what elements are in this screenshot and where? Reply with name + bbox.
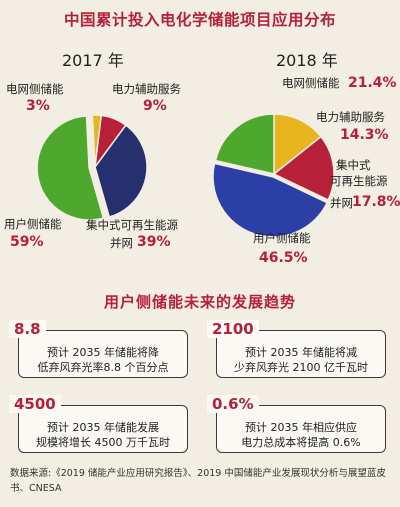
- pct-2017-grid: 3%: [26, 98, 50, 114]
- trend-line-2: 规模将增长 4500 万千瓦时: [36, 436, 170, 449]
- label-2017-user: 用户侧储能: [4, 217, 62, 231]
- label-2018-aux: 电力辅助服务: [316, 110, 385, 124]
- trend-text: 预计 2035 年储能将降 低弃风弃光率8.8 个百分点: [25, 345, 181, 375]
- pie-chart-2018: [212, 113, 335, 238]
- trend-line-1: 预计 2035 年储能将降: [47, 346, 159, 359]
- trend-line-1: 预计 2035 年储能发展: [47, 421, 159, 434]
- trend-value: 2100: [207, 320, 259, 338]
- trend-value: 8.8: [9, 320, 46, 338]
- trend-line-2: 低弃风弃光率8.8 个百分点: [37, 361, 169, 374]
- pie-slice-电网侧储能: [214, 113, 275, 175]
- trend-text: 预计 2035 年相应供应 电力总成本将提高 0.6%: [223, 420, 379, 450]
- pie-slice-集中式可再生能源并网: [94, 124, 148, 218]
- page-title: 中国累计投入电化学储能项目应用分布: [63, 11, 336, 29]
- label-2018-renew-3: 并网: [330, 196, 353, 210]
- pct-2017-aux: 9%: [143, 98, 167, 114]
- trend-text: 预计 2035 年储能发展 规模将增长 4500 万千瓦时: [25, 420, 181, 450]
- pct-2018-renew: 17.8%: [352, 194, 400, 210]
- section-subtitle: 用户侧储能未来的发展趋势: [103, 293, 296, 311]
- pct-2018-grid: 21.4%: [348, 75, 397, 91]
- year-2018-label: 2018 年: [276, 51, 338, 70]
- pie-chart-2017: [36, 114, 148, 221]
- pct-2017-user: 59%: [10, 234, 44, 250]
- trend-text: 预计 2035 年储能将减 少弃风弃光 2100 亿千瓦时: [223, 345, 379, 375]
- trend-line-1: 预计 2035 年储能将减: [245, 346, 357, 359]
- trend-value: 0.6%: [207, 395, 259, 413]
- pie-slice-用户侧储能: [36, 115, 105, 221]
- pie-slice-电力辅助服务: [273, 113, 322, 176]
- label-2017-renew: 集中式可再生能源: [86, 218, 178, 232]
- label-2018-user: 用户侧储能: [253, 231, 311, 245]
- label-2017-aux: 电力辅助服务: [112, 82, 181, 96]
- pct-2017-renew: 39%: [137, 234, 171, 250]
- label-2017-renew-2: 并网: [110, 236, 133, 250]
- label-2018-renew: 集中式: [336, 158, 371, 172]
- trend-line-1: 预计 2035 年相应供应: [245, 421, 357, 434]
- trend-line-2: 少弃风弃光 2100 亿千瓦时: [234, 361, 368, 374]
- trend-value: 4500: [9, 395, 61, 413]
- trend-box-8-8: 8.8 预计 2035 年储能将降 低弃风弃光率8.8 个百分点: [9, 320, 188, 378]
- label-2018-grid: 电网侧储能: [282, 76, 340, 90]
- trend-box-0-6: 0.6% 预计 2035 年相应供应 电力总成本将提高 0.6%: [207, 395, 386, 453]
- trend-box-2100: 2100 预计 2035 年储能将减 少弃风弃光 2100 亿千瓦时: [207, 320, 386, 378]
- source-note: 数据来源:《2019 储能产业应用研究报告》、2019 中国储能产业发展现状分析…: [10, 468, 386, 494]
- trend-line-2: 电力总成本将提高 0.6%: [241, 436, 361, 449]
- trend-box-4500: 4500 预计 2035 年储能发展 规模将增长 4500 万千瓦时: [9, 395, 188, 453]
- pct-2018-user: 46.5%: [259, 250, 308, 266]
- pct-2018-aux: 14.3%: [340, 127, 389, 143]
- label-2018-renew-2: 可再生能源: [330, 174, 388, 188]
- year-2017-label: 2017 年: [62, 51, 124, 70]
- pie-slice-集中式可再生能源并网: [272, 135, 335, 201]
- label-2017-grid: 电网侧储能: [6, 82, 64, 96]
- pie-slice-用户侧储能: [212, 162, 329, 238]
